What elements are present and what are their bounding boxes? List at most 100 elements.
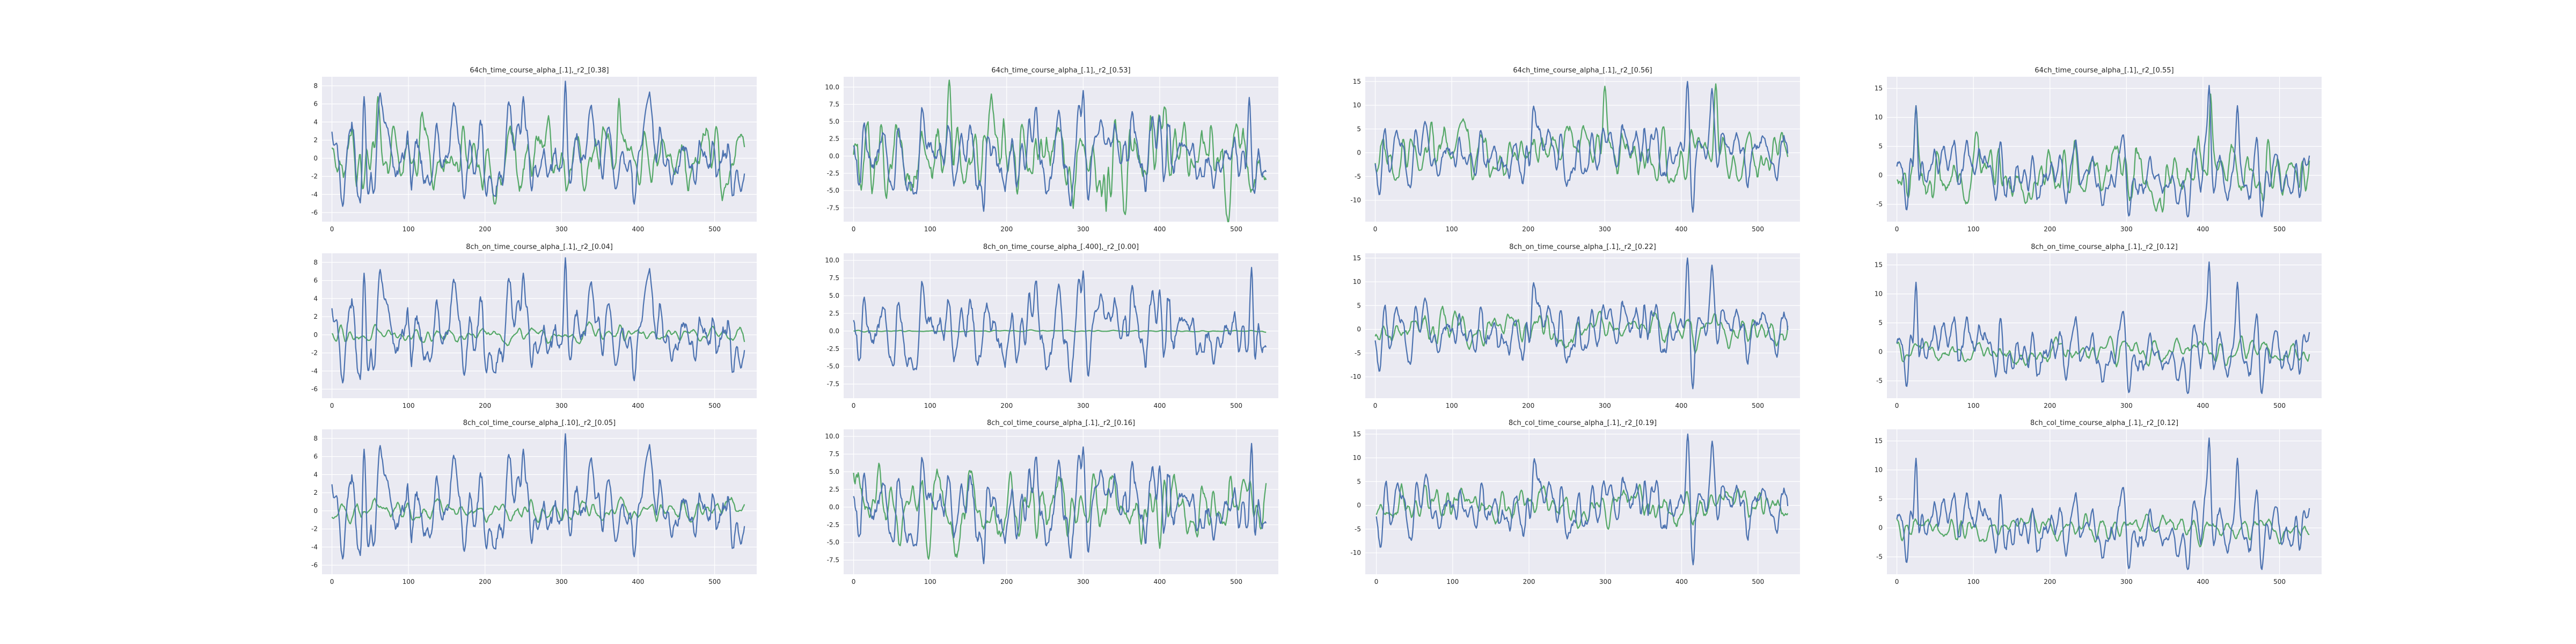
y-tick-label: -5.0 — [827, 539, 839, 546]
subplot-5: 0 100 200 300 400 500 -7.5 -5.0 -2.5 0.0 2.5 5.0 7.5… — [825, 243, 1278, 409]
y-tick-label: 5 — [1357, 478, 1361, 485]
subplot-title: 64ch_time_course_alpha_[.1],_r2_[0.38] — [470, 67, 609, 75]
series-line-blue — [853, 443, 1267, 565]
y-tick-label: -2 — [311, 173, 318, 180]
x-tick-label: 200 — [2044, 402, 2056, 409]
y-tick-label: -5 — [1355, 525, 1361, 533]
series-line-blue — [853, 90, 1267, 212]
y-tick-label: 10 — [1875, 290, 1883, 298]
x-tick-label: 0 — [330, 225, 334, 233]
y-tick-label: 5.0 — [829, 468, 839, 475]
y-tick-label: 15 — [1353, 78, 1361, 85]
x-tick-label: 400 — [2197, 578, 2209, 586]
x-tick-label: 100 — [924, 225, 936, 233]
subplot-title: 8ch_on_time_course_alpha_[.1],_r2_[0.22] — [1509, 243, 1656, 251]
series-line-blue — [331, 80, 745, 207]
x-tick-label: 400 — [2197, 225, 2209, 233]
y-tick-label: -2.5 — [827, 345, 839, 353]
y-tick-label: -5 — [1876, 553, 1883, 561]
subplot-2: 0 100 200 300 400 500 -10 -5 0 5 10 15 64ch_time_cou… — [1350, 67, 1800, 233]
subplot-4: 0 100 200 300 400 500 -6 -4 -2 0 2 4 6 8 8ch_on_time_c… — [311, 243, 757, 409]
x-tick-label: 300 — [2120, 578, 2133, 586]
x-tick-label: 500 — [1230, 225, 1242, 233]
y-tick-label: -5 — [1355, 349, 1361, 357]
x-tick-label: 400 — [632, 225, 645, 233]
subplot-title: 8ch_col_time_course_alpha_[.1],_r2_[0.16… — [987, 419, 1135, 427]
x-tick-label: 200 — [2044, 225, 2056, 233]
subplot-title: 8ch_on_time_course_alpha_[.1],_r2_[0.12] — [2031, 243, 2178, 251]
y-tick-label: 8 — [313, 435, 318, 442]
series-line-green — [331, 321, 745, 347]
y-tick-label: 4 — [313, 471, 318, 478]
y-tick-label: 10.0 — [825, 257, 839, 264]
y-tick-label: 5 — [1878, 319, 1883, 327]
y-tick-label: 0 — [1357, 502, 1361, 509]
y-tick-label: -2.5 — [827, 170, 839, 177]
y-tick-label: 5 — [1357, 302, 1361, 309]
subplot-title: 64ch_time_course_alpha_[.1],_r2_[0.53] — [991, 67, 1130, 75]
x-tick-label: 100 — [924, 402, 936, 409]
series-line-blue — [331, 257, 745, 384]
series-line-blue — [331, 433, 745, 560]
x-tick-label: 0 — [330, 578, 334, 586]
x-tick-label: 100 — [1446, 225, 1458, 233]
y-tick-label: 0 — [1878, 348, 1883, 356]
x-tick-label: 500 — [708, 402, 721, 409]
series-line-green — [1374, 83, 1789, 184]
series-line-blue — [1374, 257, 1789, 390]
y-tick-label: -7.5 — [827, 204, 839, 211]
x-tick-label: 200 — [1000, 578, 1013, 586]
y-tick-label: 10.0 — [825, 433, 839, 440]
x-tick-label: 0 — [1373, 225, 1378, 233]
x-tick-label: 100 — [1967, 225, 1980, 233]
x-tick-label: 300 — [1599, 225, 1611, 233]
y-tick-label: -10 — [1350, 196, 1361, 204]
x-tick-label: 400 — [1675, 578, 1688, 586]
y-tick-label: 10.0 — [825, 83, 839, 91]
x-tick-label: 100 — [1446, 578, 1459, 586]
y-tick-label: 6 — [313, 277, 318, 284]
y-tick-label: -10 — [1350, 373, 1361, 380]
subplot-7: 0 100 200 300 400 500 -5 0 5 10 15 8ch_on_time_cour… — [1875, 243, 2322, 409]
x-tick-label: 200 — [1522, 225, 1534, 233]
y-tick-label: 7.5 — [829, 450, 839, 458]
y-tick-label: 6 — [313, 453, 318, 460]
subplot-10: 0 100 200 300 400 500 -10 -5 0 5 10 15 8ch_col_time_… — [1350, 419, 1800, 586]
y-tick-label: -10 — [1350, 549, 1361, 557]
x-tick-label: 400 — [1154, 578, 1166, 586]
y-tick-label: 5 — [1878, 495, 1883, 503]
subplot-9: 0 100 200 300 400 500 -7.5 -5.0 -2.5 0.0 2.5 5.0 7.5… — [825, 419, 1278, 586]
x-tick-label: 300 — [2120, 402, 2133, 409]
y-tick-label: -6 — [311, 209, 318, 216]
y-tick-label: -5 — [1355, 173, 1361, 180]
plot-area — [844, 429, 1278, 574]
y-tick-label: 0 — [313, 155, 318, 162]
x-tick-label: 500 — [1752, 578, 1764, 586]
y-tick-label: 2 — [313, 489, 318, 496]
y-tick-label: 5 — [1357, 125, 1361, 133]
plot-area — [844, 253, 1278, 398]
y-tick-label: 0 — [1878, 172, 1883, 179]
x-tick-label: 0 — [1895, 225, 1899, 233]
y-tick-label: -6 — [311, 561, 318, 569]
x-tick-label: 100 — [1446, 402, 1458, 409]
x-tick-label: 300 — [1599, 402, 1611, 409]
y-tick-label: 8 — [313, 259, 318, 266]
y-tick-label: -4 — [311, 367, 318, 375]
y-tick-label: -5 — [1876, 377, 1883, 385]
x-tick-label: 0 — [852, 578, 856, 586]
y-tick-label: 0.0 — [829, 503, 839, 511]
x-tick-label: 500 — [1752, 402, 1764, 409]
x-tick-label: 500 — [2273, 225, 2286, 233]
x-tick-label: 200 — [2044, 578, 2056, 586]
x-tick-label: 300 — [1077, 578, 1089, 586]
y-tick-label: 10 — [1353, 101, 1361, 109]
x-tick-label: 200 — [479, 402, 491, 409]
x-tick-label: 500 — [2273, 402, 2286, 409]
y-tick-label: 2.5 — [829, 310, 839, 317]
x-tick-label: 100 — [1967, 578, 1980, 586]
plot-area — [322, 253, 757, 398]
y-tick-label: 15 — [1353, 430, 1361, 438]
x-tick-label: 500 — [1230, 402, 1242, 409]
